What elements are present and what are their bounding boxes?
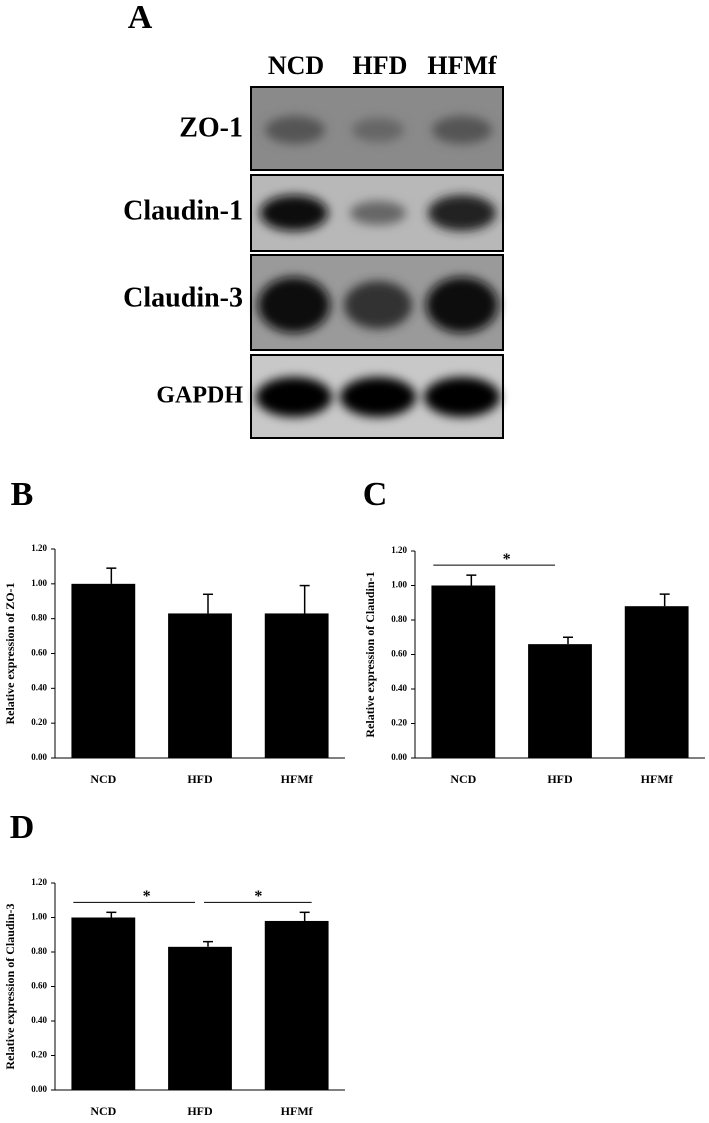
y-axis-title: Relative expression of Claudin-1 — [363, 571, 377, 737]
y-tick-label: 0.00 — [391, 752, 407, 762]
x-tick-label: HFD — [547, 772, 573, 786]
panel-label: B — [11, 476, 34, 513]
y-tick-label: 1.20 — [31, 877, 47, 887]
bar — [71, 917, 136, 1090]
x-tick-label: NCD — [90, 772, 116, 786]
y-tick-label: 0.20 — [31, 1050, 47, 1060]
row-label: ZO-1 — [179, 112, 243, 143]
y-tick-label: 0.80 — [31, 946, 47, 956]
significance-label: * — [503, 551, 511, 568]
x-tick-label: HFMf — [641, 772, 674, 786]
y-tick-label: 1.00 — [391, 580, 407, 590]
y-tick-label: 0.00 — [31, 1084, 47, 1094]
band — [428, 195, 496, 231]
bar — [528, 644, 592, 758]
band — [258, 277, 330, 333]
x-tick-label: NCD — [90, 1104, 116, 1118]
band — [265, 116, 325, 144]
x-tick-label: HFMf — [281, 772, 314, 786]
y-tick-label: 0.00 — [31, 752, 47, 762]
panel-label: D — [10, 809, 35, 846]
bar — [264, 920, 329, 1090]
band — [256, 377, 332, 417]
band — [424, 377, 500, 417]
lane-label: NCD — [268, 51, 324, 80]
x-tick-label: HFMf — [281, 1104, 314, 1118]
band — [426, 277, 498, 333]
row-label: Claudin-1 — [123, 195, 243, 226]
y-tick-label: 0.80 — [391, 614, 407, 624]
y-tick-label: 1.00 — [31, 912, 47, 922]
y-tick-label: 1.20 — [31, 543, 47, 553]
band — [352, 118, 404, 142]
bar — [624, 606, 689, 758]
band — [432, 116, 492, 144]
x-tick-label: HFD — [187, 772, 213, 786]
y-tick-label: 0.60 — [31, 981, 47, 991]
y-tick-label: 0.60 — [391, 649, 407, 659]
bar — [71, 583, 136, 758]
significance-label: * — [143, 888, 151, 905]
y-tick-label: 0.40 — [31, 682, 47, 692]
significance-label: * — [254, 888, 262, 905]
bands — [256, 116, 500, 417]
bar — [264, 613, 329, 758]
y-axis-title: Relative expression of Claudin-3 — [3, 903, 17, 1069]
y-tick-label: 0.40 — [31, 1015, 47, 1025]
row-label: Claudin-3 — [123, 282, 243, 313]
y-tick-label: 0.80 — [31, 613, 47, 623]
band — [260, 195, 328, 231]
x-tick-label: NCD — [450, 772, 476, 786]
bar — [168, 946, 232, 1090]
y-axis-title: Relative expression of ZO-1 — [3, 582, 17, 724]
panel-label: C — [363, 476, 388, 513]
bar — [431, 585, 496, 758]
band — [340, 377, 416, 417]
row-label: GAPDH — [156, 383, 243, 409]
y-tick-label: 0.60 — [31, 648, 47, 658]
y-tick-label: 1.00 — [31, 578, 47, 588]
y-tick-label: 0.20 — [31, 717, 47, 727]
band — [344, 281, 412, 329]
lane-label: HFD — [353, 51, 408, 80]
y-tick-label: 1.20 — [391, 545, 407, 555]
y-tick-label: 0.40 — [391, 683, 407, 693]
panel-label: A — [128, 0, 153, 36]
y-tick-label: 0.20 — [391, 718, 407, 728]
band — [350, 201, 406, 225]
x-tick-label: HFD — [187, 1104, 213, 1118]
bar — [168, 613, 232, 758]
lane-label: HFMf — [427, 51, 497, 80]
